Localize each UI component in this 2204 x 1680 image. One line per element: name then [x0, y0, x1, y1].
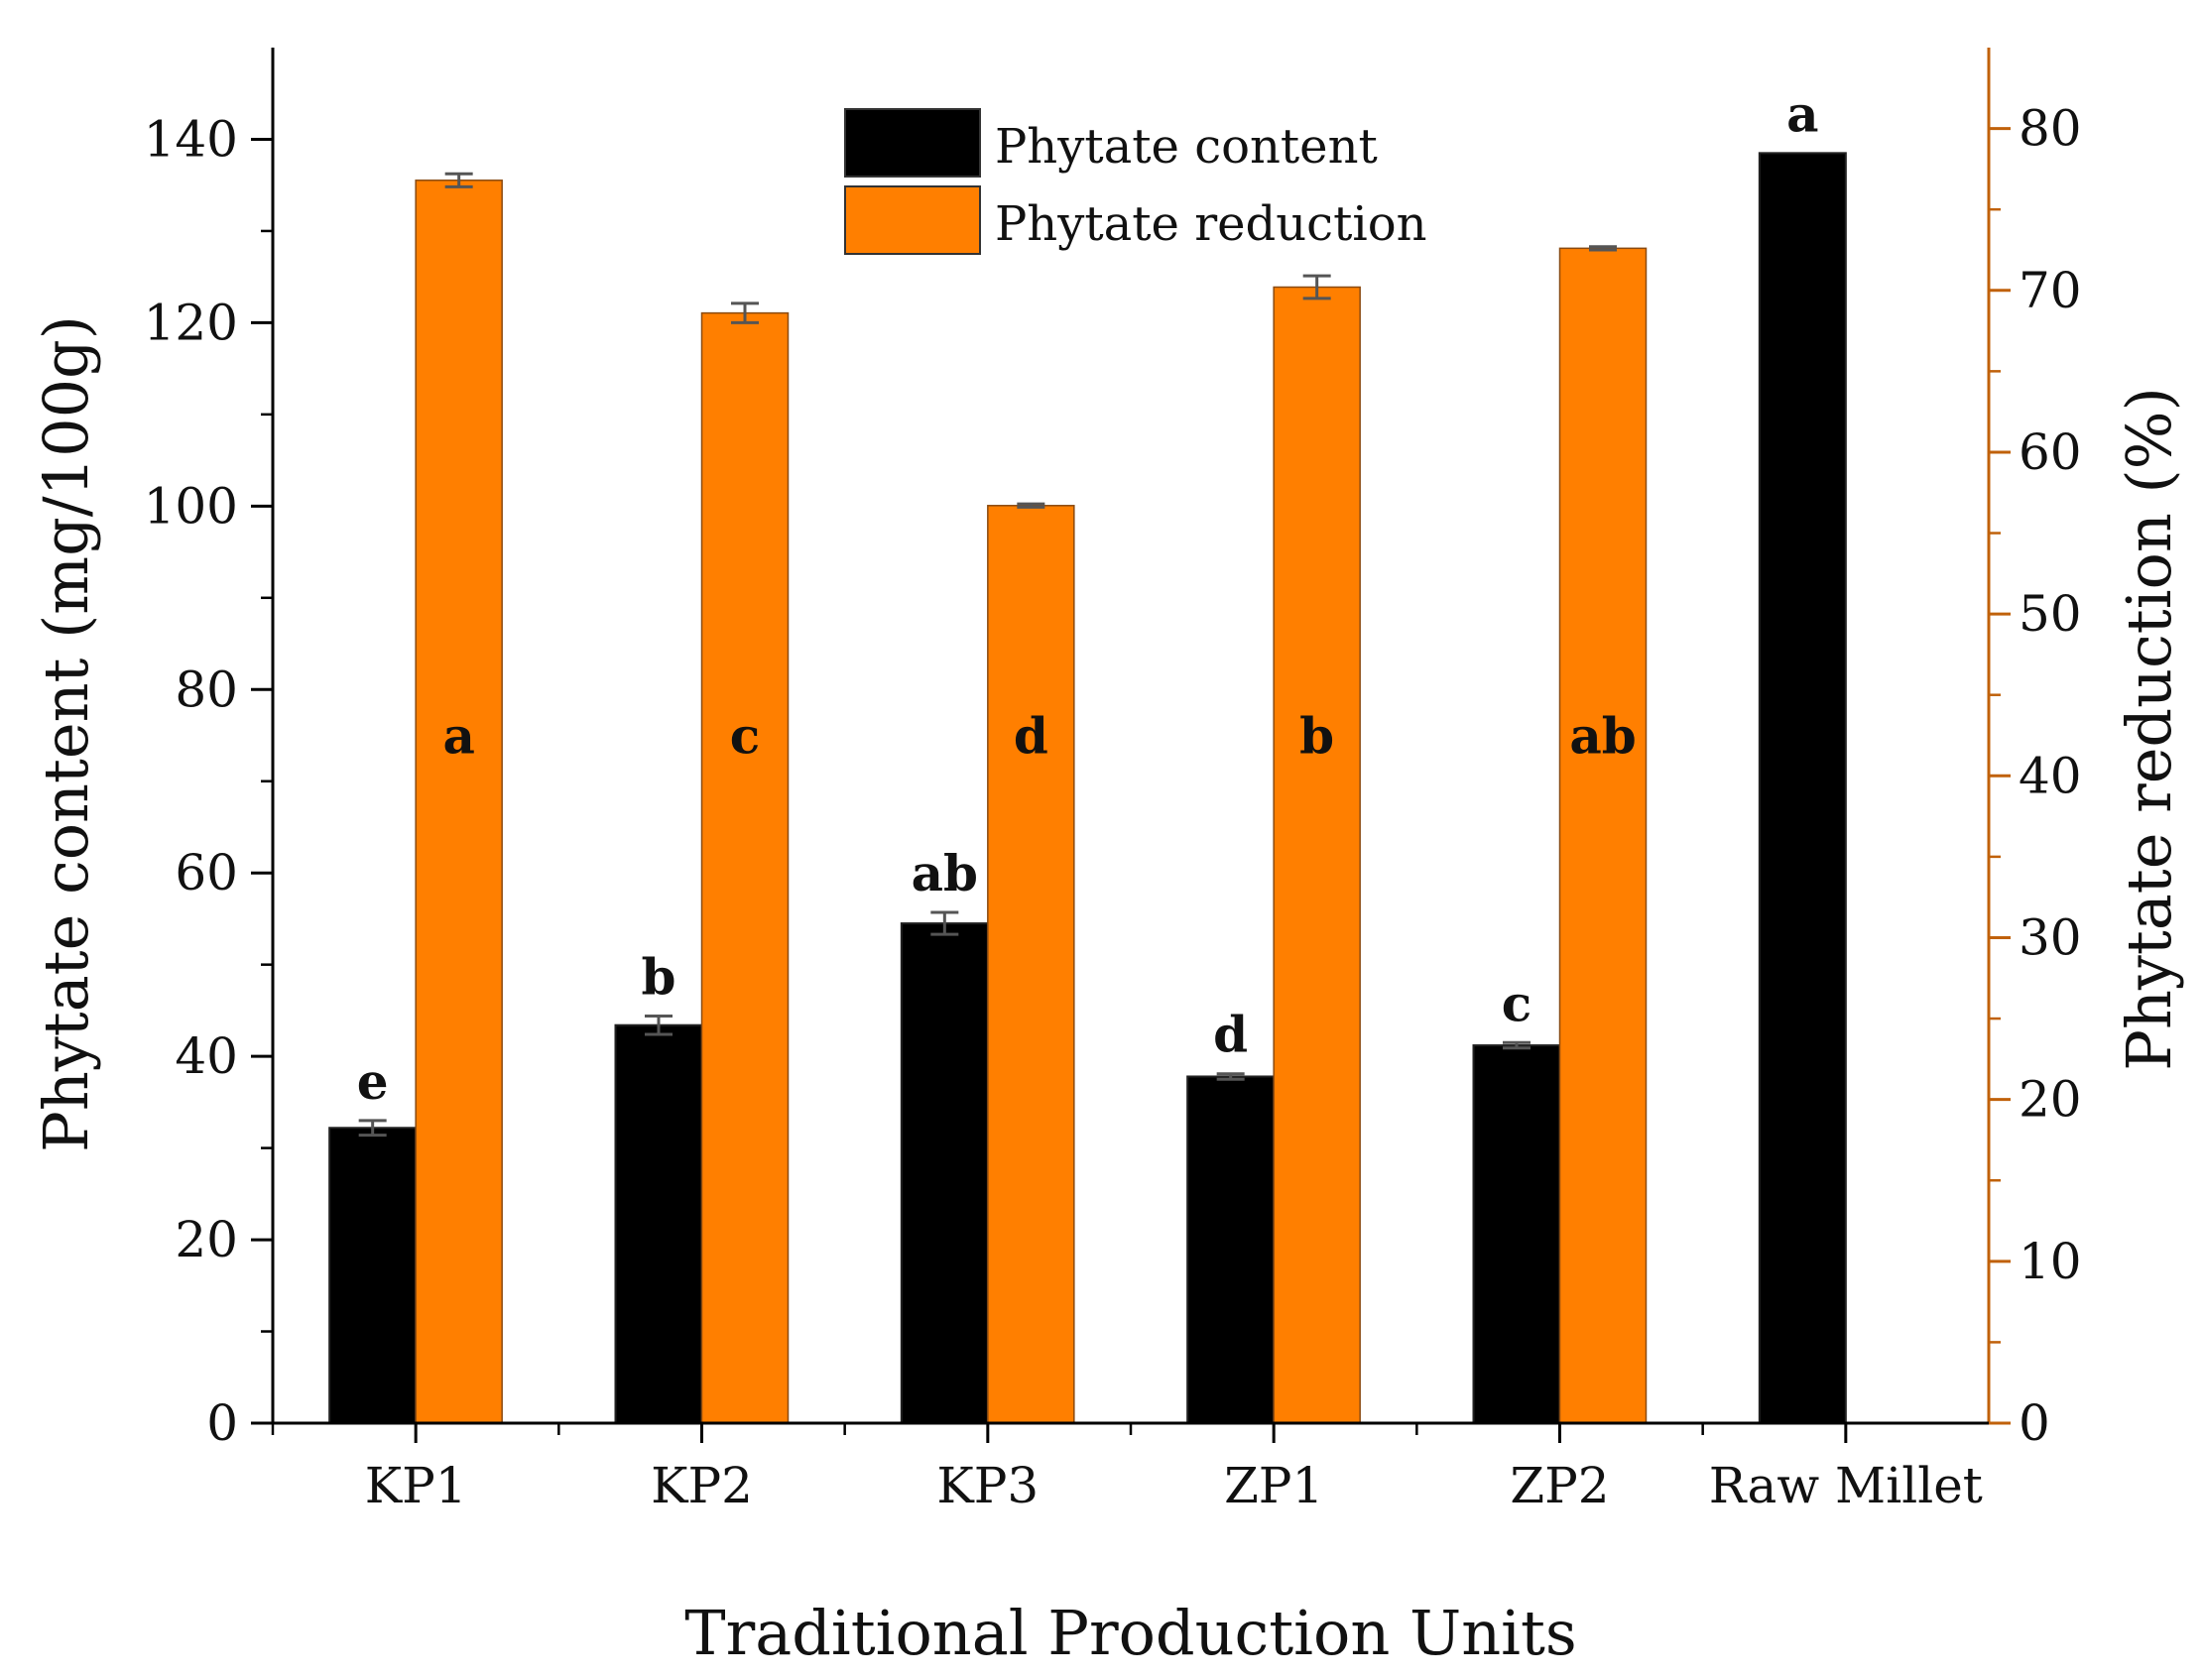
left-axis-ticks: 0 20 40 60 80 100 120 140: [144, 110, 273, 1452]
left-tick-label: 0: [206, 1394, 238, 1452]
legend-label-phytate-content: Phytate content: [995, 119, 1378, 175]
bar-phytate-content: [1758, 152, 1847, 1424]
bar-phytate-content: [328, 1127, 418, 1424]
right-tick-label: 40: [2019, 747, 2082, 804]
bar-phytate-reduction: [987, 505, 1075, 1424]
y2-axis-title: Phytate reduction (%): [2113, 387, 2185, 1071]
x-tick-label: KP3: [936, 1457, 1039, 1514]
left-tick-label: 140: [144, 110, 238, 168]
sig-label-content: b: [642, 947, 676, 1006]
x-tick-label: KP1: [365, 1457, 467, 1514]
sig-label-reduction: d: [1014, 707, 1048, 766]
left-tick-label: 20: [175, 1211, 238, 1268]
left-tick-label: 120: [144, 294, 238, 351]
y-axis-title: Phytate content (mg/100g): [30, 315, 102, 1152]
sig-label-content: a: [1786, 84, 1818, 143]
sig-label-content: c: [1502, 974, 1531, 1032]
right-tick-label: 70: [2019, 262, 2082, 319]
bar-phytate-content: [1472, 1044, 1561, 1425]
bar-phytate-content: [614, 1023, 703, 1425]
sig-label-reduction: b: [1299, 707, 1334, 766]
sig-label-content: ab: [912, 844, 978, 902]
bar-phytate-reduction: [1558, 247, 1648, 1424]
x-tick-label: ZP1: [1224, 1457, 1323, 1514]
left-tick-label: 80: [175, 660, 238, 718]
sig-label-reduction: a: [442, 707, 474, 766]
sig-label-content: d: [1213, 1006, 1248, 1064]
sig-label-reduction: ab: [1569, 707, 1636, 766]
right-tick-label: 30: [2019, 908, 2082, 966]
right-tick-label: 60: [2019, 423, 2082, 481]
legend-swatch-phytate-content: [844, 108, 981, 178]
legend-swatch-phytate-reduction: [844, 185, 981, 255]
bar-phytate-reduction: [1273, 286, 1361, 1424]
bar-phytate-content: [1186, 1075, 1276, 1424]
bar-phytate-content: [900, 922, 989, 1424]
right-tick-label: 80: [2019, 100, 2082, 158]
right-tick-label: 0: [2019, 1394, 2050, 1452]
x-axis-ticks: KP1 KP2 KP3 ZP1 ZP2 Raw Millet: [271, 1423, 1983, 1514]
bar-phytate-reduction: [700, 311, 790, 1424]
bar-phytate-reduction: [415, 180, 503, 1424]
right-tick-label: 10: [2019, 1233, 2082, 1290]
right-tick-label: 50: [2019, 585, 2082, 643]
x-axis-title: Traditional Production Units: [684, 1597, 1576, 1669]
right-tick-label: 20: [2019, 1071, 2082, 1129]
legend: Phytate content Phytate reduction: [844, 108, 1427, 255]
x-tick-label: Raw Millet: [1709, 1457, 1983, 1514]
sig-label-reduction: c: [730, 707, 760, 766]
bars-group: [328, 152, 1847, 1425]
left-tick-label: 100: [144, 477, 238, 535]
left-tick-label: 60: [175, 844, 238, 901]
error-bars-group: [358, 172, 1617, 1138]
x-tick-label: ZP2: [1510, 1457, 1609, 1514]
sig-label-content: e: [357, 1052, 389, 1111]
right-axis-ticks: 0 10 20 30 40 50 60 70 80: [1989, 100, 2082, 1452]
left-tick-label: 40: [175, 1027, 238, 1085]
legend-label-phytate-reduction: Phytate reduction: [995, 196, 1427, 252]
x-tick-label: KP2: [651, 1457, 753, 1514]
